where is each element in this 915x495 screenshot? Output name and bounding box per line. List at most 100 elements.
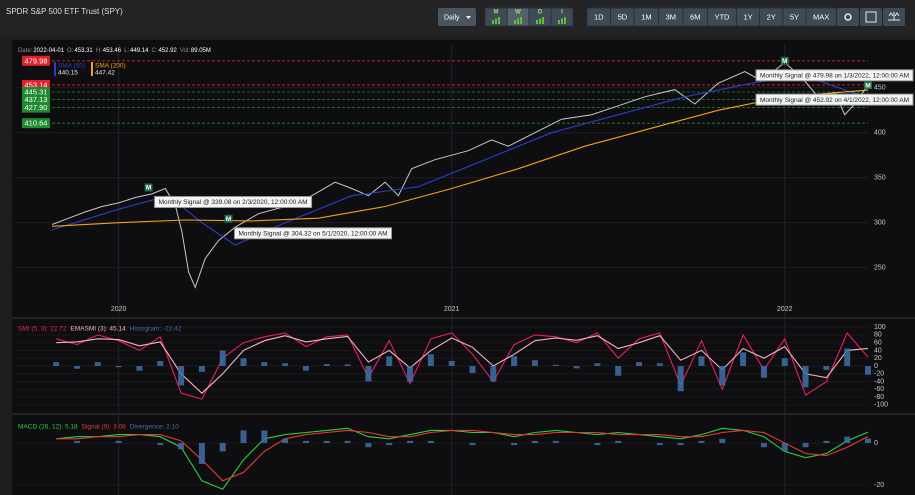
ohlc-info: Date:2022-04-01 O:453.31 H:453.46 L:449.14 C… xyxy=(18,48,211,54)
info-value: 453.46 xyxy=(103,48,122,54)
histogram-bar xyxy=(760,443,767,448)
legend-entry: Histogram: -22.42 xyxy=(130,326,182,333)
series-line xyxy=(51,89,869,227)
signal-callout xyxy=(755,93,914,106)
period-icon xyxy=(495,18,497,24)
histogram-bar xyxy=(219,350,226,366)
legend-name: SMA (50) xyxy=(58,63,85,70)
interval-label: Daily xyxy=(444,14,460,21)
series-line xyxy=(56,429,869,482)
range-label: 6M xyxy=(690,12,700,21)
histogram-bar xyxy=(157,443,164,446)
histogram-bar xyxy=(344,364,351,366)
histogram-bar xyxy=(282,438,289,443)
legend-value: 447.42 xyxy=(95,70,115,77)
histogram-bar xyxy=(781,443,788,452)
histogram-bar xyxy=(781,358,788,366)
histogram-bar xyxy=(198,366,205,372)
icon xyxy=(844,13,852,21)
x-tick-label: 2021 xyxy=(444,306,460,313)
period-button[interactable] xyxy=(550,7,574,27)
histogram-bar xyxy=(698,440,705,443)
y-tick-label: 450 xyxy=(874,85,886,92)
legend-entry: EMASMI (3): 45.14 xyxy=(70,326,126,333)
level-label: 453.14 xyxy=(25,80,48,89)
histogram-bar xyxy=(73,366,80,369)
signal-marker[interactable] xyxy=(780,56,789,65)
signal-callout xyxy=(234,227,393,240)
period-label: D xyxy=(538,10,543,16)
y-tick-label: 300 xyxy=(874,220,886,227)
histogram-bar xyxy=(323,440,330,443)
histogram-bar xyxy=(802,366,809,388)
range-label: YTD xyxy=(714,12,730,21)
x-tick-label: 2020 xyxy=(111,306,127,313)
histogram-bar xyxy=(677,443,684,446)
signal-marker[interactable] xyxy=(224,214,233,223)
histogram-bar xyxy=(261,362,268,366)
period-icon xyxy=(564,17,566,24)
interval-button[interactable] xyxy=(438,8,476,26)
histogram-bar xyxy=(407,366,414,382)
period-icon xyxy=(558,20,560,24)
histogram-bar xyxy=(615,366,622,376)
range-label: MAX xyxy=(813,12,829,21)
y-tick-label: 0 xyxy=(874,363,878,370)
legend-swatch xyxy=(91,62,93,76)
range-label: 5D xyxy=(618,12,628,21)
histogram-bar xyxy=(427,354,434,366)
histogram-bar xyxy=(469,443,476,446)
histogram-bar xyxy=(802,443,809,448)
y-tick-label: 400 xyxy=(874,130,886,137)
histogram-bar xyxy=(157,360,164,366)
y-tick-label: -20 xyxy=(874,482,884,489)
histogram-bar xyxy=(615,440,622,443)
histogram-bar xyxy=(760,366,767,378)
range-label: 1Y xyxy=(743,12,752,21)
period-icon xyxy=(542,17,544,24)
histogram-bar xyxy=(115,366,122,368)
signal-marker-label: M xyxy=(865,82,870,89)
y-tick-label: 100 xyxy=(874,324,886,331)
histogram-bar xyxy=(386,443,393,446)
histogram-bar xyxy=(365,366,372,382)
histogram-bar xyxy=(240,430,247,443)
period-icon xyxy=(514,20,516,24)
histogram-bar xyxy=(219,443,226,452)
period-label: M xyxy=(494,10,499,16)
level-tag xyxy=(22,118,50,129)
histogram-bar xyxy=(365,443,372,448)
histogram-bar xyxy=(469,366,476,373)
info-key: O: xyxy=(67,48,74,54)
histogram-bar xyxy=(261,430,268,443)
settings-button[interactable] xyxy=(837,8,859,26)
level-tag xyxy=(22,79,50,90)
histogram-bar xyxy=(865,438,871,443)
icon xyxy=(888,12,900,21)
tool-icons xyxy=(837,8,905,26)
histogram-bar xyxy=(823,366,830,370)
level-tag xyxy=(22,86,50,97)
level-label: 427.90 xyxy=(25,103,48,112)
legend-entry: Divergence: 2.10 xyxy=(130,424,180,431)
range-label: 2Y xyxy=(767,12,776,21)
signal-callout-text: Monthly Signal @ 479.98 on 1/3/2022, 12:… xyxy=(760,73,909,80)
period-icon xyxy=(492,20,494,24)
calc-button[interactable] xyxy=(860,8,882,26)
icon xyxy=(865,11,877,23)
legend-value: 440.15 xyxy=(58,70,78,77)
level-label: 437.13 xyxy=(25,95,48,104)
histogram-bar xyxy=(448,360,455,366)
y-tick-label: 0 xyxy=(874,440,878,447)
signal-marker[interactable] xyxy=(144,183,153,192)
histogram-bar xyxy=(636,362,643,366)
histogram-bar xyxy=(531,440,538,443)
series-line xyxy=(56,331,869,400)
histogram-bar xyxy=(531,360,538,366)
range-button[interactable] xyxy=(805,7,837,27)
signal-marker[interactable] xyxy=(864,81,872,90)
histogram-bar xyxy=(677,366,684,392)
histogram-bar xyxy=(240,358,247,366)
signal-callout-text: Monthly Signal @ 339.08 on 2/3/2020, 12:… xyxy=(159,199,308,206)
